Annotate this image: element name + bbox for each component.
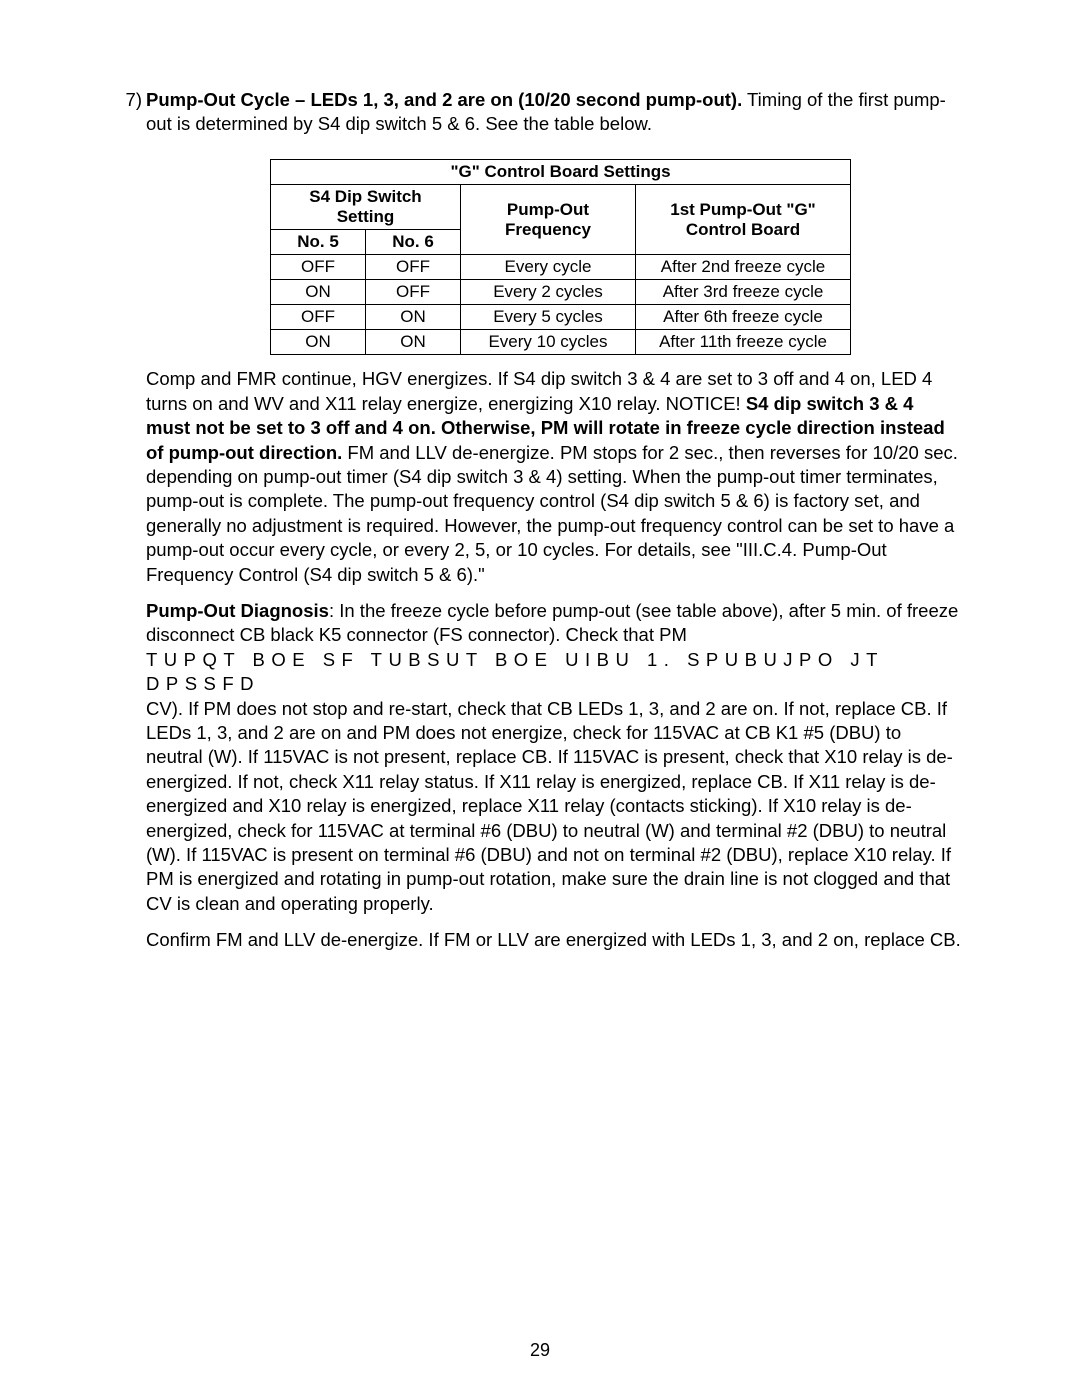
paragraph-2: Pump-Out Diagnosis: In the freeze cycle …	[146, 599, 962, 916]
cell-freq: Every 10 cycles	[461, 330, 636, 355]
table-caption: "G" Control Board Settings	[271, 160, 851, 185]
cell-no5: ON	[271, 330, 366, 355]
para2-post: CV). If PM does not stop and re-start, c…	[146, 698, 953, 914]
cell-no6: OFF	[366, 255, 461, 280]
para1-post: FM and LLV de-energize. PM stops for 2 s…	[146, 442, 958, 585]
table-row: ON OFF Every 2 cycles After 3rd freeze c…	[271, 280, 851, 305]
table-row: OFF OFF Every cycle After 2nd freeze cyc…	[271, 255, 851, 280]
table-row: OFF ON Every 5 cycles After 6th freeze c…	[271, 305, 851, 330]
cell-first: After 6th freeze cycle	[636, 305, 851, 330]
paragraph-3: Confirm FM and LLV de-energize. If FM or…	[146, 928, 962, 952]
table-row-header1: S4 Dip Switch Setting Pump-Out Frequency…	[271, 185, 851, 230]
cell-no6: ON	[366, 330, 461, 355]
cell-freq: Every 5 cycles	[461, 305, 636, 330]
settings-table-wrap: "G" Control Board Settings S4 Dip Switch…	[270, 159, 962, 355]
th-no5: No. 5	[271, 230, 366, 255]
th-pumpout: Pump-Out Frequency	[461, 185, 636, 255]
cell-first: After 3rd freeze cycle	[636, 280, 851, 305]
cell-first: After 11th freeze cycle	[636, 330, 851, 355]
section-number: 7)	[118, 88, 146, 135]
page-number: 29	[0, 1340, 1080, 1361]
table-row: ON ON Every 10 cycles After 11th freeze …	[271, 330, 851, 355]
section-7: 7) Pump-Out Cycle – LEDs 1, 3, and 2 are…	[118, 88, 962, 135]
th-s4: S4 Dip Switch Setting	[271, 185, 461, 230]
settings-table: "G" Control Board Settings S4 Dip Switch…	[270, 159, 851, 355]
th-no6: No. 6	[366, 230, 461, 255]
cell-first: After 2nd freeze cycle	[636, 255, 851, 280]
paragraph-1: Comp and FMR continue, HGV energizes. If…	[146, 367, 962, 587]
th-firstpumpout: 1st Pump-Out "G" Control Board	[636, 185, 851, 255]
cell-freq: Every 2 cycles	[461, 280, 636, 305]
section-content: Pump-Out Cycle – LEDs 1, 3, and 2 are on…	[146, 88, 962, 135]
cell-no5: ON	[271, 280, 366, 305]
cell-freq: Every cycle	[461, 255, 636, 280]
para2-spaced: TUPQT BOE SF TUBSUT BOE UIBU 1. SPUBUJPO…	[146, 649, 884, 694]
page: 7) Pump-Out Cycle – LEDs 1, 3, and 2 are…	[0, 0, 1080, 1397]
para2-bold: Pump-Out Diagnosis	[146, 600, 329, 621]
cell-no6: ON	[366, 305, 461, 330]
cell-no6: OFF	[366, 280, 461, 305]
section-title-bold: Pump-Out Cycle – LEDs 1, 3, and 2 are on…	[146, 89, 742, 110]
table-row-caption: "G" Control Board Settings	[271, 160, 851, 185]
cell-no5: OFF	[271, 255, 366, 280]
cell-no5: OFF	[271, 305, 366, 330]
